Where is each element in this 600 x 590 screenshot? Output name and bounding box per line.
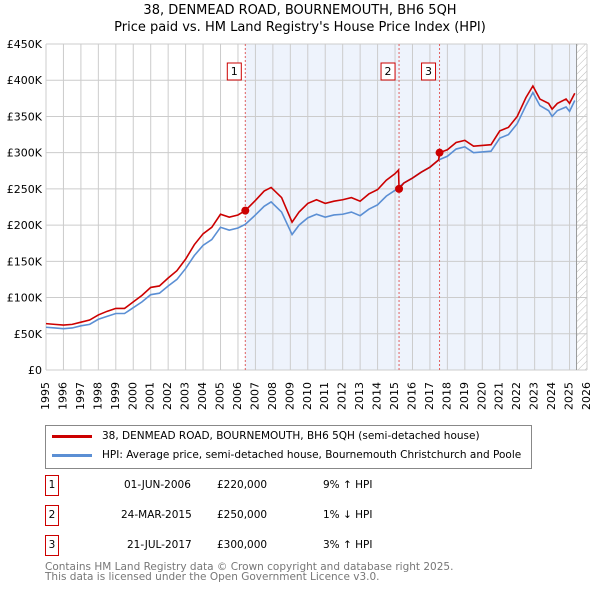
y-tick-label: £300K bbox=[7, 147, 43, 160]
x-tick-label: 2005 bbox=[214, 382, 227, 410]
sale-point bbox=[395, 184, 404, 193]
transaction-price: £220,000 bbox=[217, 479, 268, 491]
x-tick-label: 2016 bbox=[405, 382, 418, 410]
x-tick-label: 2010 bbox=[301, 382, 314, 410]
legend-swatch-blue bbox=[52, 453, 92, 457]
chart-subtitle: Price paid vs. HM Land Registry's House … bbox=[114, 20, 486, 35]
x-tick-label: 2012 bbox=[336, 382, 349, 410]
footer: Contains HM Land Registry data © Crown c… bbox=[45, 561, 454, 583]
sale-label-box bbox=[380, 62, 396, 81]
y-tick-label: £400K bbox=[7, 74, 43, 87]
y-tick-label: £200K bbox=[7, 219, 43, 232]
x-tick-label: 2015 bbox=[388, 382, 401, 410]
x-tick-label: 2024 bbox=[545, 382, 558, 410]
y-tick-label: £100K bbox=[7, 292, 43, 305]
x-tick-label: 2020 bbox=[475, 382, 488, 410]
transaction-row: 1 01-JUN-2006 £220,000 9% ↑ HPI bbox=[45, 475, 445, 496]
x-tick-label: 1998 bbox=[91, 382, 104, 410]
legend-item-hpi: HPI: Average price, semi-detached house,… bbox=[52, 449, 521, 461]
x-tick-label: 2000 bbox=[126, 382, 139, 410]
transaction-price: £300,000 bbox=[217, 539, 268, 551]
sale-label: 3 bbox=[425, 65, 432, 78]
transaction-hpi: 1% ↓ HPI bbox=[323, 509, 373, 521]
transaction-price: £250,000 bbox=[217, 509, 268, 521]
x-tick-label: 2009 bbox=[283, 382, 296, 410]
transaction-marker: 3 bbox=[45, 535, 59, 556]
transaction-hpi: 9% ↑ HPI bbox=[323, 479, 373, 491]
y-tick-label: £350K bbox=[7, 110, 43, 123]
property-price-line bbox=[45, 84, 576, 326]
x-tick-label: 2014 bbox=[371, 382, 384, 410]
x-tick-label: 2001 bbox=[144, 382, 157, 410]
x-tick-label: 2002 bbox=[161, 382, 174, 410]
x-tick-label: 1995 bbox=[39, 382, 52, 410]
transaction-date: 01-JUN-2006 bbox=[124, 479, 191, 491]
sale-label-box bbox=[421, 62, 437, 81]
footer-line: This data is licensed under the Open Gov… bbox=[45, 571, 380, 583]
sale-point bbox=[435, 148, 444, 157]
x-tick-label: 2018 bbox=[440, 382, 453, 410]
transaction-date: 21-JUL-2017 bbox=[127, 539, 192, 551]
x-tick-label: 2023 bbox=[528, 382, 541, 410]
y-tick-label: £0 bbox=[28, 364, 42, 377]
transaction-row: 3 21-JUL-2017 £300,000 3% ↑ HPI bbox=[45, 535, 445, 556]
transaction-hpi: 3% ↑ HPI bbox=[323, 539, 373, 551]
future-hatch bbox=[576, 44, 587, 370]
y-tick-label: £150K bbox=[7, 255, 43, 268]
x-tick-label: 2007 bbox=[248, 382, 261, 410]
x-tick-label: 2025 bbox=[563, 382, 576, 410]
legend-swatch-red bbox=[52, 434, 92, 438]
x-tick-label: 2004 bbox=[196, 382, 209, 410]
legend-label: 38, DENMEAD ROAD, BOURNEMOUTH, BH6 5QH (… bbox=[102, 430, 480, 442]
x-tick-label: 1996 bbox=[56, 382, 69, 410]
legend: 38, DENMEAD ROAD, BOURNEMOUTH, BH6 5QH (… bbox=[45, 425, 532, 469]
x-tick-label: 2011 bbox=[318, 382, 331, 410]
sale-label: 2 bbox=[385, 65, 392, 78]
x-tick-label: 2021 bbox=[493, 382, 506, 410]
x-tick-label: 2013 bbox=[353, 382, 366, 410]
footer-line: Contains HM Land Registry data © Crown c… bbox=[45, 561, 454, 573]
legend-item-property: 38, DENMEAD ROAD, BOURNEMOUTH, BH6 5QH (… bbox=[52, 430, 480, 442]
y-tick-label: £250K bbox=[7, 183, 43, 196]
x-tick-label: 2017 bbox=[423, 382, 436, 410]
y-tick-label: £50K bbox=[14, 328, 43, 341]
transaction-date: 24-MAR-2015 bbox=[121, 509, 192, 521]
x-tick-label: 2019 bbox=[458, 382, 471, 410]
transaction-row: 2 24-MAR-2015 £250,000 1% ↓ HPI bbox=[45, 505, 445, 526]
x-tick-label: 1999 bbox=[109, 382, 122, 410]
y-tick-label: £450K bbox=[7, 38, 43, 51]
price-chart: 1995 1996 1997 1998 1999 2000 2001 2002 2003 2004… bbox=[7, 38, 593, 410]
sale-point bbox=[241, 206, 250, 215]
chart-title: 38, DENMEAD ROAD, BOURNEMOUTH, BH6 5QH bbox=[143, 3, 457, 18]
sale-label-box bbox=[226, 62, 242, 81]
sale-label: 1 bbox=[231, 65, 238, 78]
transaction-marker: 2 bbox=[45, 505, 59, 526]
transaction-marker: 1 bbox=[45, 475, 59, 496]
x-tick-label: 1997 bbox=[74, 382, 87, 410]
x-tick-label: 2006 bbox=[231, 382, 244, 410]
sale-period-shading bbox=[245, 44, 577, 370]
hpi-line bbox=[45, 90, 576, 330]
legend-label: HPI: Average price, semi-detached house,… bbox=[102, 449, 522, 461]
x-tick-label: 2026 bbox=[580, 382, 593, 410]
x-tick-label: 2022 bbox=[510, 382, 523, 410]
x-tick-label: 2008 bbox=[266, 382, 279, 410]
x-tick-label: 2003 bbox=[179, 382, 192, 410]
